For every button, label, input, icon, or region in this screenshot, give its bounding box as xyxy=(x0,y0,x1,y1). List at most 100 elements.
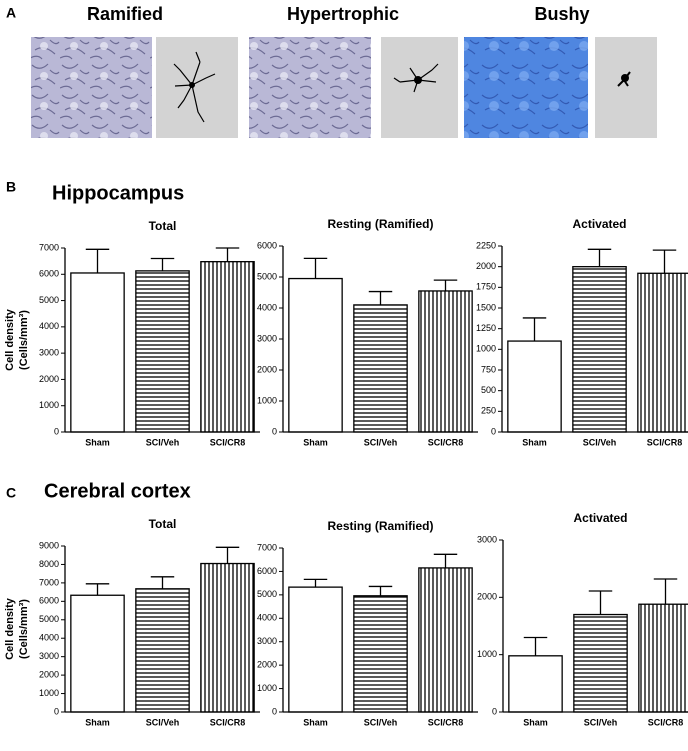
image-title: Ramified xyxy=(87,4,163,24)
y-tick-label: 3000 xyxy=(39,348,59,358)
cell-shape xyxy=(393,63,439,93)
y-tick-label: 6000 xyxy=(39,269,59,279)
chart-title: Total xyxy=(149,219,177,233)
bar xyxy=(507,340,562,433)
y-tick-label: 8000 xyxy=(39,559,59,569)
y-tick-label: 1000 xyxy=(39,688,59,698)
y-tick-label: 2000 xyxy=(39,669,59,679)
bar xyxy=(288,586,343,713)
bar xyxy=(200,261,255,433)
bar xyxy=(200,562,255,713)
y-tick-label: 6000 xyxy=(257,566,277,576)
y-tick-label: 2250 xyxy=(476,240,496,250)
bar xyxy=(637,272,688,433)
x-tick-label: SCI/CR8 xyxy=(647,437,683,447)
cell-body xyxy=(189,82,195,88)
y-tick-label: 500 xyxy=(481,385,496,395)
bar xyxy=(418,567,473,713)
y-axis-label: Cell density xyxy=(4,597,16,660)
x-tick-label: Sham xyxy=(303,717,328,727)
y-tick-label: 2000 xyxy=(257,364,277,374)
y-tick-label: 5000 xyxy=(257,271,277,281)
y-tick-label: 1000 xyxy=(257,395,277,405)
y-tick-label: 9000 xyxy=(39,540,59,550)
y-tick-label: 3000 xyxy=(477,534,497,544)
y-tick-label: 3000 xyxy=(39,651,59,661)
y-tick-label: 750 xyxy=(481,364,496,374)
cell-tracing xyxy=(156,37,238,138)
y-tick-label: 4000 xyxy=(257,302,277,312)
bar xyxy=(353,595,408,713)
cell-shape xyxy=(173,51,216,123)
y-tick-label: 6000 xyxy=(39,596,59,606)
bar xyxy=(418,290,473,433)
x-tick-label: Sham xyxy=(85,437,110,447)
y-tick-label: 5000 xyxy=(257,589,277,599)
y-tick-label: 1000 xyxy=(39,400,59,410)
bar xyxy=(288,277,343,433)
x-tick-label: SCI/Veh xyxy=(584,717,618,727)
y-tick-label: 6000 xyxy=(257,240,277,250)
bar xyxy=(70,272,125,433)
y-tick-label: 1750 xyxy=(476,282,496,292)
x-tick-label: Sham xyxy=(523,717,548,727)
y-tick-label: 1500 xyxy=(476,302,496,312)
y-tick-label: 7000 xyxy=(257,542,277,552)
x-tick-label: SCI/CR8 xyxy=(648,717,684,727)
chart-title: Resting (Ramified) xyxy=(327,519,433,533)
bar xyxy=(353,304,408,433)
panel-label: B xyxy=(6,179,16,195)
y-tick-label: 2000 xyxy=(477,592,497,602)
y-tick-label: 250 xyxy=(481,406,496,416)
micrograph xyxy=(249,37,371,138)
x-tick-label: SCI/CR8 xyxy=(210,437,246,447)
y-tick-label: 4000 xyxy=(257,613,277,623)
x-tick-label: Sham xyxy=(303,437,328,447)
y-tick-label: 0 xyxy=(272,706,277,716)
x-tick-label: SCI/Veh xyxy=(583,437,617,447)
y-tick-label: 2000 xyxy=(39,374,59,384)
cell-body xyxy=(621,74,629,82)
y-tick-label: 1000 xyxy=(476,344,496,354)
y-axis-label: (Cells/mm³) xyxy=(18,310,30,370)
y-tick-label: 5000 xyxy=(39,295,59,305)
y-tick-label: 7000 xyxy=(39,242,59,252)
bar xyxy=(572,266,627,433)
y-tick-label: 4000 xyxy=(39,321,59,331)
micrograph xyxy=(31,37,152,138)
y-tick-label: 4000 xyxy=(39,633,59,643)
y-tick-label: 1000 xyxy=(477,649,497,659)
y-tick-label: 5000 xyxy=(39,614,59,624)
x-tick-label: SCI/CR8 xyxy=(210,717,246,727)
image-title: Bushy xyxy=(534,4,589,24)
section-title: Hippocampus xyxy=(52,182,184,204)
y-axis-label: (Cells/mm³) xyxy=(18,599,30,659)
bar xyxy=(508,655,563,713)
y-tick-label: 3000 xyxy=(257,333,277,343)
cell-tracing xyxy=(595,37,657,138)
x-tick-label: SCI/CR8 xyxy=(428,717,464,727)
chart-title: Resting (Ramified) xyxy=(327,217,433,231)
bar xyxy=(638,603,688,713)
y-axis-label: Cell density xyxy=(4,308,16,371)
bar xyxy=(70,594,125,713)
y-tick-label: 0 xyxy=(492,706,497,716)
bar xyxy=(573,613,628,713)
x-tick-label: SCI/Veh xyxy=(364,717,398,727)
y-tick-label: 0 xyxy=(54,706,59,716)
x-tick-label: Sham xyxy=(522,437,547,447)
x-tick-label: SCI/Veh xyxy=(146,717,180,727)
micrograph xyxy=(464,37,588,138)
cell-body xyxy=(414,76,422,84)
y-tick-label: 2000 xyxy=(257,660,277,670)
panel-label: C xyxy=(6,485,16,501)
y-tick-label: 1250 xyxy=(476,323,496,333)
x-tick-label: SCI/Veh xyxy=(364,437,398,447)
chart-title: Activated xyxy=(573,511,627,525)
panel-label: A xyxy=(6,5,16,21)
x-tick-label: SCI/CR8 xyxy=(428,437,464,447)
chart-title: Activated xyxy=(572,217,626,231)
x-tick-label: Sham xyxy=(85,717,110,727)
image-title: Hypertrophic xyxy=(287,4,399,24)
